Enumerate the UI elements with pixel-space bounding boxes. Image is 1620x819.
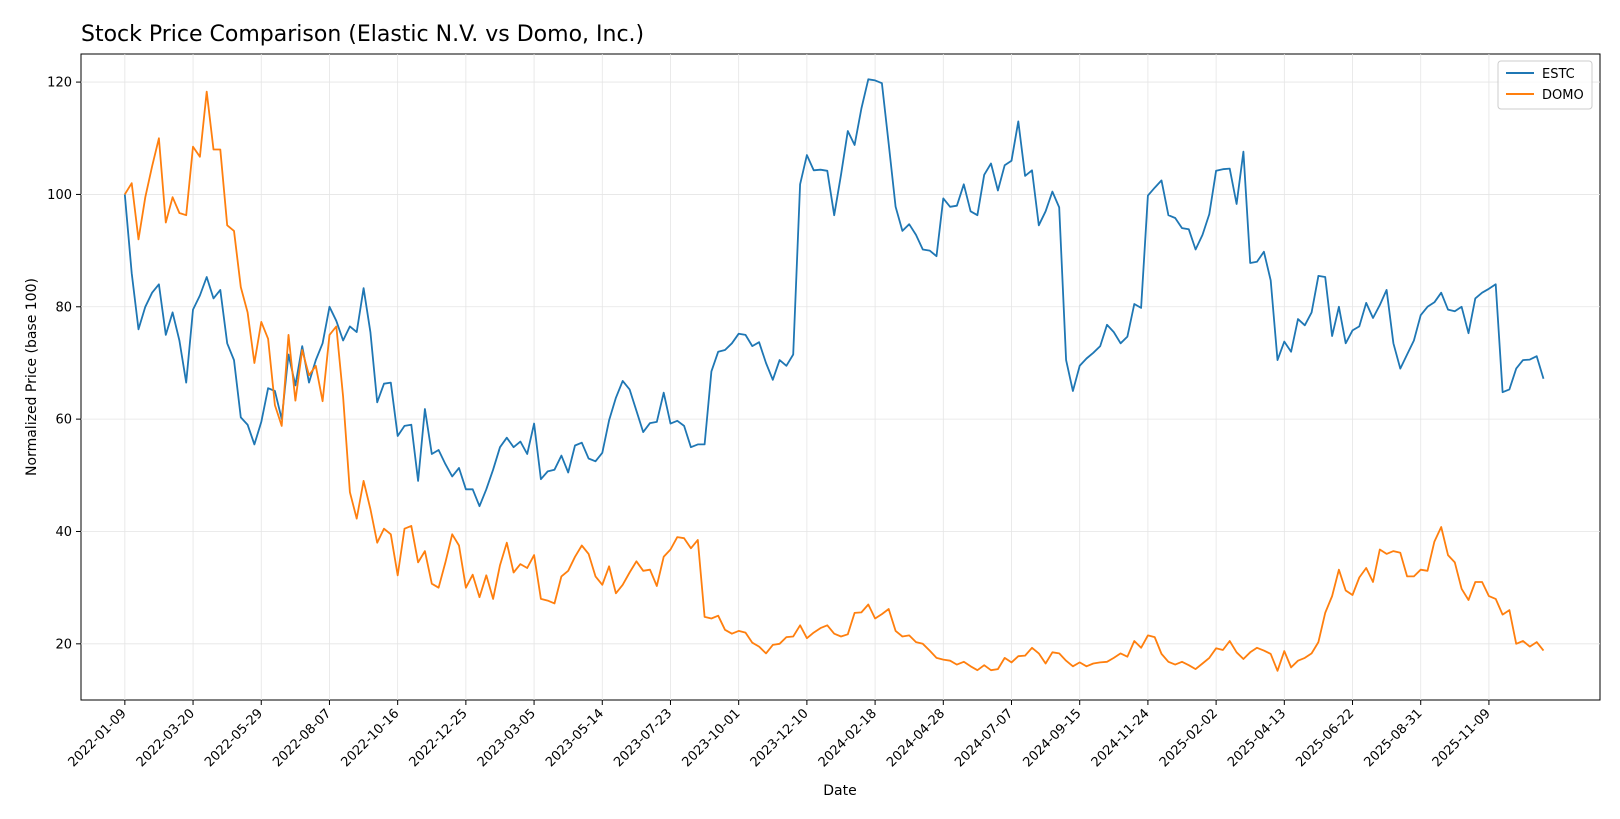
legend-label-estc: ESTC xyxy=(1542,67,1575,82)
y-tick-label: 40 xyxy=(55,525,72,540)
x-tick-label: 2022-03-20 xyxy=(134,706,198,770)
x-tick-label: 2025-11-09 xyxy=(1430,706,1494,770)
y-axis-ticks: 20 40 60 80 100 120 xyxy=(47,76,81,652)
x-tick-label: 2023-05-14 xyxy=(543,706,607,770)
x-tick-label: 2023-12-10 xyxy=(748,706,812,770)
x-tick-label: 2022-12-25 xyxy=(407,706,471,770)
series-lines xyxy=(123,78,1545,672)
x-tick-label: 2025-02-02 xyxy=(1157,706,1221,770)
x-tick-label: 2024-02-18 xyxy=(816,706,880,770)
x-tick-label: 2025-06-22 xyxy=(1293,706,1357,770)
chart-title: Stock Price Comparison (Elastic N.V. vs … xyxy=(81,22,644,47)
x-tick-label: 2024-11-24 xyxy=(1089,706,1153,770)
x-tick-label: 2025-04-13 xyxy=(1225,706,1289,770)
x-tick-label: 2023-10-01 xyxy=(679,706,743,770)
x-tick-label: 2023-03-05 xyxy=(475,706,539,770)
y-axis-title: Normalized Price (base 100) xyxy=(24,278,40,476)
x-tick-label: 2023-07-23 xyxy=(611,706,675,770)
y-tick-label: 20 xyxy=(55,637,72,652)
x-axis-title: Date xyxy=(823,783,856,799)
legend-label-domo: DOMO xyxy=(1542,88,1584,103)
x-tick-label: 2022-05-29 xyxy=(202,706,266,770)
y-tick-label: 100 xyxy=(47,188,72,203)
x-tick-label: 2022-08-07 xyxy=(270,706,334,770)
series-line-estc xyxy=(123,78,1545,508)
grid-lines xyxy=(81,54,1600,700)
x-tick-label: 2024-09-15 xyxy=(1020,706,1084,770)
x-tick-label: 2022-10-16 xyxy=(338,706,402,770)
y-tick-label: 120 xyxy=(47,76,72,91)
y-tick-label: 80 xyxy=(55,300,72,315)
series-line-domo xyxy=(124,90,1545,672)
legend: ESTC DOMO xyxy=(1497,60,1593,110)
x-tick-label: 2024-07-07 xyxy=(952,706,1016,770)
y-tick-label: 60 xyxy=(55,413,72,428)
plot-area xyxy=(80,53,1601,701)
x-tick-label: 2022-01-09 xyxy=(66,706,130,770)
x-tick-label: 2025-08-31 xyxy=(1362,706,1426,770)
x-tick-label: 2024-04-28 xyxy=(884,706,948,770)
x-axis-ticks: 2022-01-09 2022-03-20 2022-05-29 2022-08-07… xyxy=(66,700,1494,770)
